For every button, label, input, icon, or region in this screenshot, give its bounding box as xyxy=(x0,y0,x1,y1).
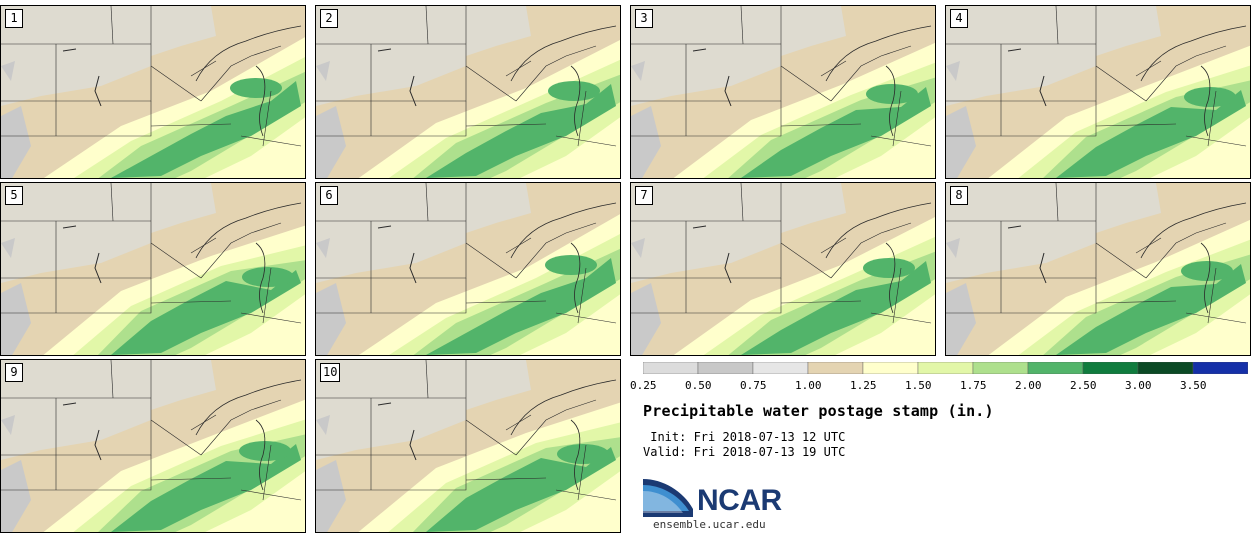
panel-label: 10 xyxy=(320,363,341,382)
colorbar-tick-label: 1.00 xyxy=(795,379,822,392)
panel-label: 5 xyxy=(5,186,23,205)
colorbar-segment xyxy=(1082,362,1139,374)
colorbar-segment xyxy=(862,362,919,374)
init-time: Init: Fri 2018-07-13 12 UTC xyxy=(643,430,846,444)
plot-title: Precipitable water postage stamp (in.) xyxy=(643,402,994,420)
colorbar-segment xyxy=(1137,362,1194,374)
ncar-url: ensemble.ucar.edu xyxy=(653,518,766,531)
colorbar-segment xyxy=(1192,362,1248,374)
map-panel: 1 xyxy=(0,5,306,179)
colorbar-tick-label: 2.50 xyxy=(1070,379,1097,392)
colorbar-tick-label: 1.75 xyxy=(960,379,987,392)
colorbar-tick-label: 1.50 xyxy=(905,379,932,392)
valid-time: Valid: Fri 2018-07-13 19 UTC xyxy=(643,445,846,459)
colorbar-segment xyxy=(643,362,699,374)
panel-label: 2 xyxy=(320,9,338,28)
colorbar-tick-label: 3.50 xyxy=(1180,379,1207,392)
ncar-logo-icon xyxy=(643,479,693,517)
map-panel: 3 xyxy=(630,5,936,179)
panel-label: 7 xyxy=(635,186,653,205)
map-panel: 7 xyxy=(630,182,936,356)
colorbar-segment xyxy=(917,362,974,374)
map-panel: 9 xyxy=(0,359,306,533)
panel-label: 3 xyxy=(635,9,653,28)
colorbar-tick-label: 0.75 xyxy=(740,379,767,392)
panel-label: 9 xyxy=(5,363,23,382)
colorbar-tick-label: 1.25 xyxy=(850,379,877,392)
panel-label: 8 xyxy=(950,186,968,205)
map-panel: 5 xyxy=(0,182,306,356)
colorbar-tick-label: 2.00 xyxy=(1015,379,1042,392)
map-panel: 2 xyxy=(315,5,621,179)
colorbar-segment xyxy=(807,362,864,374)
map-panel: 8 xyxy=(945,182,1251,356)
colorbar-segment xyxy=(752,362,809,374)
panel-label: 1 xyxy=(5,9,23,28)
map-panel: 10 xyxy=(315,359,621,533)
colorbar-segment xyxy=(1027,362,1084,374)
map-panel: 6 xyxy=(315,182,621,356)
colorbar-tick-label: 0.50 xyxy=(685,379,712,392)
ncar-wordmark: NCAR xyxy=(697,484,782,517)
colorbar-tick-label: 3.00 xyxy=(1125,379,1152,392)
map-panel: 4 xyxy=(945,5,1251,179)
colorbar xyxy=(643,362,1248,374)
colorbar-segment xyxy=(697,362,754,374)
panel-label: 6 xyxy=(320,186,338,205)
colorbar-tick-label: 0.25 xyxy=(630,379,657,392)
panel-label: 4 xyxy=(950,9,968,28)
colorbar-segment xyxy=(972,362,1029,374)
